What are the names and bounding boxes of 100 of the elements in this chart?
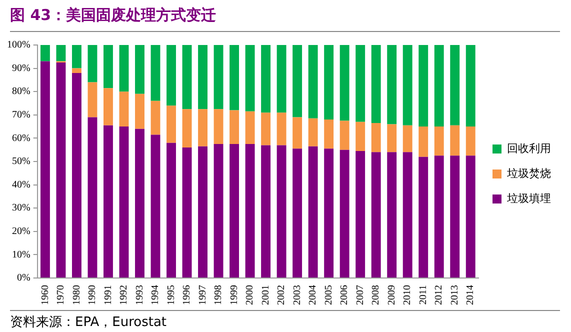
- bar: [356, 122, 366, 152]
- x-tick-label: 2002: [276, 285, 288, 305]
- x-tick-label: 2003: [292, 285, 303, 305]
- bar: [308, 45, 318, 118]
- bar: [56, 45, 66, 62]
- bar: [214, 109, 224, 144]
- bar: [150, 134, 160, 278]
- bar: [182, 45, 192, 110]
- y-tick-label: 100%: [6, 40, 30, 51]
- bar: [466, 156, 476, 278]
- x-tick-label: 1990: [87, 285, 98, 305]
- bar: [230, 144, 240, 278]
- bar: [434, 156, 444, 278]
- x-tick-label: 1998: [213, 285, 224, 305]
- bar: [434, 126, 444, 156]
- bar: [135, 94, 144, 129]
- x-tick-label: 1993: [134, 285, 146, 305]
- bar: [387, 45, 397, 124]
- bar: [450, 125, 460, 156]
- bar: [276, 112, 286, 146]
- bar: [214, 45, 224, 110]
- x-tick-label: 2006: [339, 285, 350, 305]
- bar: [72, 68, 82, 73]
- x-tick-label: 2005: [323, 285, 334, 305]
- bar: [40, 61, 50, 278]
- x-tick-label: 1992: [118, 285, 130, 305]
- x-tick-label: 2013: [449, 285, 460, 305]
- bar: [104, 88, 113, 126]
- bar: [387, 124, 397, 152]
- chart-title: 图 43：美国固废处理方式变迁: [10, 6, 560, 32]
- bar: [371, 45, 381, 124]
- bar: [466, 45, 476, 127]
- bar: [418, 45, 428, 127]
- bar: [119, 92, 129, 127]
- bar: [88, 117, 98, 278]
- bar: [166, 142, 176, 278]
- x-tick-label: 2007: [354, 285, 366, 305]
- bar: [418, 156, 428, 278]
- bar: [198, 45, 208, 110]
- bar: [276, 145, 286, 278]
- bar: [292, 45, 302, 118]
- bar: [402, 152, 412, 278]
- text: 资料来源：EPA，Eurostat: [10, 310, 560, 331]
- y-tick-label: 0%: [16, 272, 30, 284]
- bar: [104, 125, 113, 278]
- bar: [261, 112, 271, 146]
- bar: [245, 144, 255, 278]
- bar: [324, 120, 334, 149]
- bar: [198, 146, 208, 278]
- bar: [418, 126, 428, 157]
- y-tick-label: 70%: [12, 110, 30, 121]
- bar: [356, 151, 366, 278]
- x-tick-label: 2008: [370, 285, 382, 305]
- y-tick-label: 10%: [12, 249, 30, 260]
- bar: [135, 128, 144, 278]
- bar: [88, 82, 98, 118]
- x-tick-label: 1999: [228, 285, 240, 305]
- bar: [119, 45, 129, 92]
- bar: [150, 45, 160, 101]
- y-tick-label: 20%: [12, 226, 30, 238]
- x-tick-label: 1994: [150, 285, 162, 305]
- x-tick-label: 1996: [182, 285, 193, 305]
- bar: [340, 120, 350, 150]
- bar: [340, 45, 350, 121]
- x-tick-label: 1960: [40, 285, 51, 305]
- y-tick-label: 80%: [12, 86, 30, 98]
- bar: [119, 126, 129, 278]
- bar: [308, 118, 318, 146]
- bar: [40, 45, 50, 62]
- bar: [166, 106, 176, 143]
- bar: [261, 145, 271, 278]
- bar: [72, 45, 82, 68]
- bar: [466, 126, 476, 156]
- x-tick-label: 2004: [308, 285, 319, 305]
- legend-label: 回收利用: [507, 142, 551, 156]
- x-tick-label: 1991: [102, 285, 114, 305]
- bar: [261, 45, 271, 113]
- y-tick-label: 40%: [12, 179, 30, 190]
- x-tick-label: 1995: [166, 285, 177, 305]
- bar: [371, 123, 381, 152]
- x-tick-label: 2012: [434, 285, 445, 305]
- y-tick-label: 90%: [12, 62, 30, 74]
- x-tick-label: 1980: [71, 285, 82, 305]
- bar: [292, 148, 302, 278]
- x-tick-label: 2011: [418, 285, 429, 305]
- bar: [450, 45, 460, 126]
- bar: [387, 152, 397, 278]
- bar: [150, 100, 160, 135]
- x-tick-label: 2014: [465, 285, 476, 305]
- bar: [245, 45, 255, 112]
- bar: [324, 45, 334, 120]
- bar: [166, 45, 176, 106]
- bar: [230, 110, 240, 144]
- bar: [182, 109, 192, 148]
- y-tick-label: 60%: [12, 132, 30, 144]
- bar: [371, 152, 381, 278]
- bar: [402, 45, 412, 126]
- bar: [450, 156, 460, 278]
- legend-label: 垃圾填埋: [506, 192, 551, 206]
- bar: [214, 144, 224, 278]
